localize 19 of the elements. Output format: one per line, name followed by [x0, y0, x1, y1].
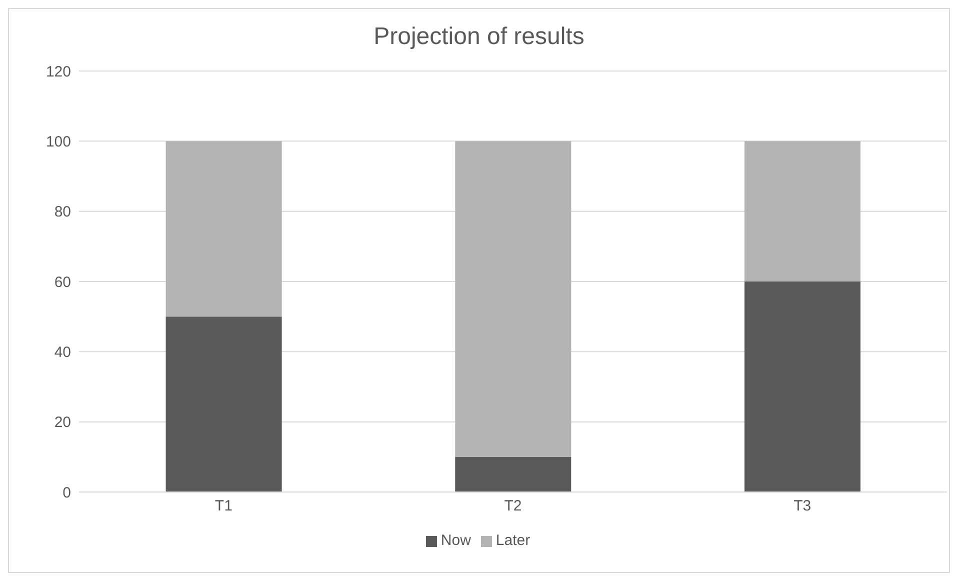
x-tick-label: T1	[214, 498, 232, 515]
bar	[166, 141, 282, 317]
y-tick-label: 0	[62, 484, 71, 502]
bar	[455, 456, 572, 492]
bar	[744, 282, 860, 492]
x-tick-label: T2	[504, 498, 522, 515]
legend-label: Now	[440, 532, 471, 549]
legend-label: Later	[496, 532, 530, 549]
y-tick-label: 80	[54, 204, 71, 221]
x-tick-label: T3	[794, 498, 812, 515]
y-tick-label: 60	[54, 274, 71, 291]
bar	[455, 141, 572, 457]
bar	[744, 141, 860, 282]
bar	[166, 316, 282, 492]
y-tick-label: 100	[46, 133, 71, 150]
chart-title: Projection of results	[372, 22, 586, 52]
y-tick-label: 20	[54, 414, 71, 432]
y-tick-label: 40	[54, 344, 71, 361]
y-tick-label: 120	[46, 63, 71, 80]
